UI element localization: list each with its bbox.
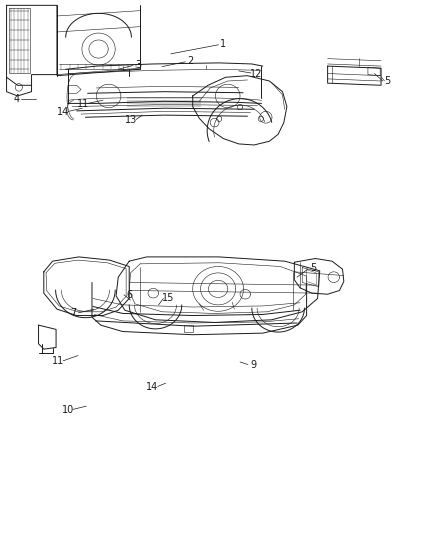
Text: 9: 9 — [250, 360, 256, 370]
Text: 7: 7 — [71, 309, 77, 318]
Text: 5: 5 — [310, 263, 316, 273]
Text: 4: 4 — [14, 94, 20, 103]
Text: 15: 15 — [162, 294, 175, 303]
Text: 1: 1 — [220, 39, 226, 49]
Text: 11: 11 — [77, 99, 89, 109]
Text: 14: 14 — [57, 107, 70, 117]
Text: 2: 2 — [187, 56, 194, 66]
Text: 3: 3 — [135, 60, 141, 70]
Text: 10: 10 — [62, 406, 74, 415]
Text: 14: 14 — [146, 383, 159, 392]
Text: 5: 5 — [385, 76, 391, 86]
Text: 11: 11 — [52, 357, 64, 366]
Text: 6: 6 — [126, 290, 132, 300]
Text: 13: 13 — [125, 115, 138, 125]
Text: 12: 12 — [250, 69, 262, 78]
